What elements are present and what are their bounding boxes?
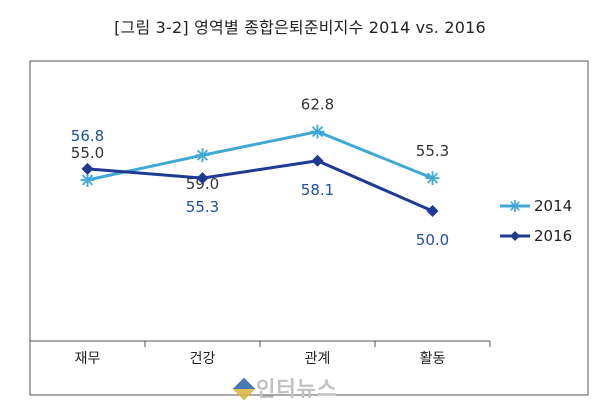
series-layer: 55.0 59.0 62.8 55.3 56.8 55.3 58.1 50.0 [71,96,449,249]
figure-title: [그림 3-2] 영역별 종합은퇴준비지수 2014 vs. 2016 [114,18,486,37]
data-label-2016: 56.8 [71,127,104,145]
watermark-logo: 인터뉴스 [232,373,338,403]
data-point-2014 [310,124,325,139]
x-tick-label: 건강 [190,351,216,367]
data-label-2014: 55.0 [71,144,104,162]
data-label-2014: 55.3 [416,142,449,160]
data-point-2016 [196,172,209,185]
data-point-2014 [425,171,440,186]
x-tick-label: 활동 [420,351,446,367]
plot-frame [29,60,589,396]
legend: 2014 2016 [500,197,572,245]
x-axis-ticks [29,341,491,347]
data-point-2016 [81,162,94,175]
data-point-2016 [311,154,324,167]
legend-label-2016: 2016 [534,227,572,245]
legend-marker-2014 [509,200,521,212]
data-label-2016: 50.0 [416,231,449,249]
legend-label-2014: 2014 [534,197,572,215]
data-label-2014: 59.0 [186,175,219,193]
x-tick-label: 재무 [75,351,101,367]
logo-mark-icon [232,377,256,401]
legend-marker-2016 [510,231,520,241]
x-axis-tick-labels: 재무 건강 관계 활동 [75,351,446,367]
data-label-2014: 62.8 [301,96,334,114]
data-point-2014 [80,173,95,187]
data-label-2016: 55.3 [186,198,219,216]
series-line-2014 [87,130,434,182]
data-label-2016: 58.1 [301,181,334,199]
x-tick-label: 관계 [305,351,331,367]
data-point-2014 [195,148,210,163]
series-line-2016 [87,159,434,213]
watermark-text: 인터뉴스 [256,377,338,401]
data-point-2016 [426,205,439,217]
